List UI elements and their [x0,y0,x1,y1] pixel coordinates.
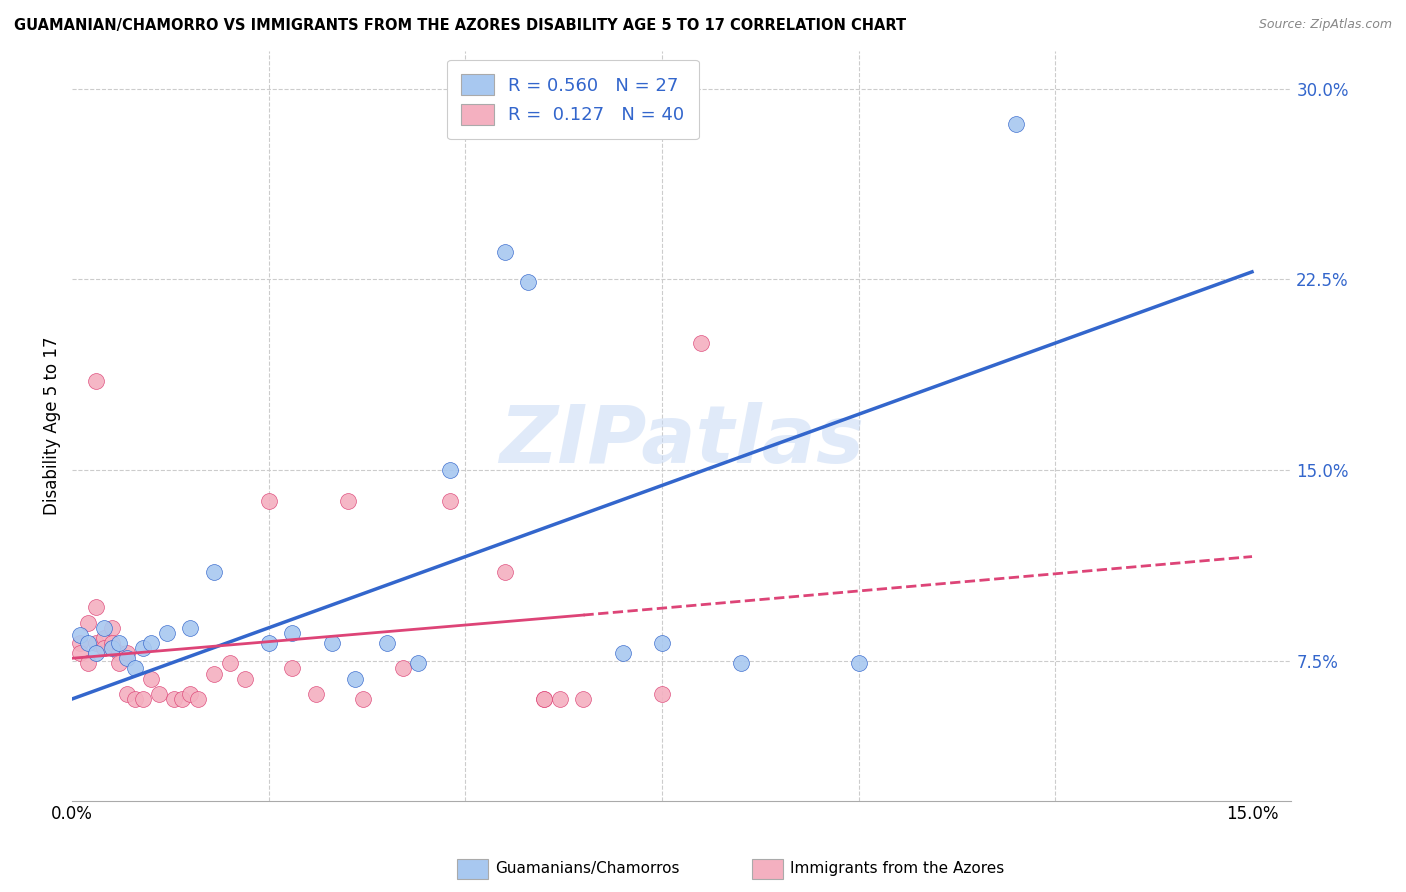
Point [84,636,107,650]
Point [408,657,430,671]
Point [218,657,240,671]
Text: Source: ZipAtlas.com: Source: ZipAtlas.com [1258,18,1392,31]
Point [572,692,595,706]
Point [281,661,304,675]
Point [148,687,170,701]
Point [163,692,186,706]
Point [257,636,280,650]
Point [848,657,870,671]
Point [124,661,146,675]
Point [257,493,280,508]
Point [117,651,139,665]
Point [391,661,413,675]
Point [100,636,122,650]
Point [187,692,209,706]
Point [494,244,516,259]
Point [108,657,131,671]
Point [93,631,115,645]
Y-axis label: Disability Age 5 to 17: Disability Age 5 to 17 [44,336,60,515]
Point [439,463,461,477]
Point [233,672,256,686]
Point [84,600,107,615]
Point [281,625,304,640]
Point [202,666,225,681]
Point [517,275,540,289]
Point [179,687,201,701]
Point [69,646,91,660]
Point [69,636,91,650]
Point [439,493,461,508]
Point [77,636,100,650]
Point [132,692,155,706]
Point [93,621,115,635]
Text: Immigrants from the Azores: Immigrants from the Azores [790,862,1004,876]
Point [156,625,179,640]
Point [124,692,146,706]
Point [139,672,162,686]
Point [202,565,225,579]
Point [690,336,713,351]
Point [344,672,367,686]
Point [117,646,139,660]
Point [651,687,673,701]
Text: GUAMANIAN/CHAMORRO VS IMMIGRANTS FROM THE AZORES DISABILITY AGE 5 TO 17 CORRELAT: GUAMANIAN/CHAMORRO VS IMMIGRANTS FROM TH… [14,18,907,33]
Point [69,628,91,642]
Point [172,692,194,706]
Point [336,493,359,508]
Point [108,636,131,650]
Point [132,641,155,656]
Point [84,374,107,388]
Point [139,636,162,650]
Point [1005,117,1028,131]
Text: Guamanians/Chamorros: Guamanians/Chamorros [495,862,679,876]
Point [117,687,139,701]
Point [93,641,115,656]
Point [100,641,122,656]
Point [533,692,555,706]
Text: ZIPatlas: ZIPatlas [499,401,865,480]
Point [305,687,328,701]
Point [321,636,343,650]
Point [375,636,398,650]
Point [730,657,752,671]
Point [179,621,201,635]
Point [352,692,374,706]
Point [651,636,673,650]
Point [84,646,107,660]
Legend: R = 0.560   N = 27, R =  0.127   N = 40: R = 0.560 N = 27, R = 0.127 N = 40 [447,60,699,139]
Point [494,565,516,579]
Point [533,692,555,706]
Point [612,646,634,660]
Point [548,692,571,706]
Point [77,615,100,630]
Point [77,657,100,671]
Point [100,621,122,635]
Point [108,646,131,660]
